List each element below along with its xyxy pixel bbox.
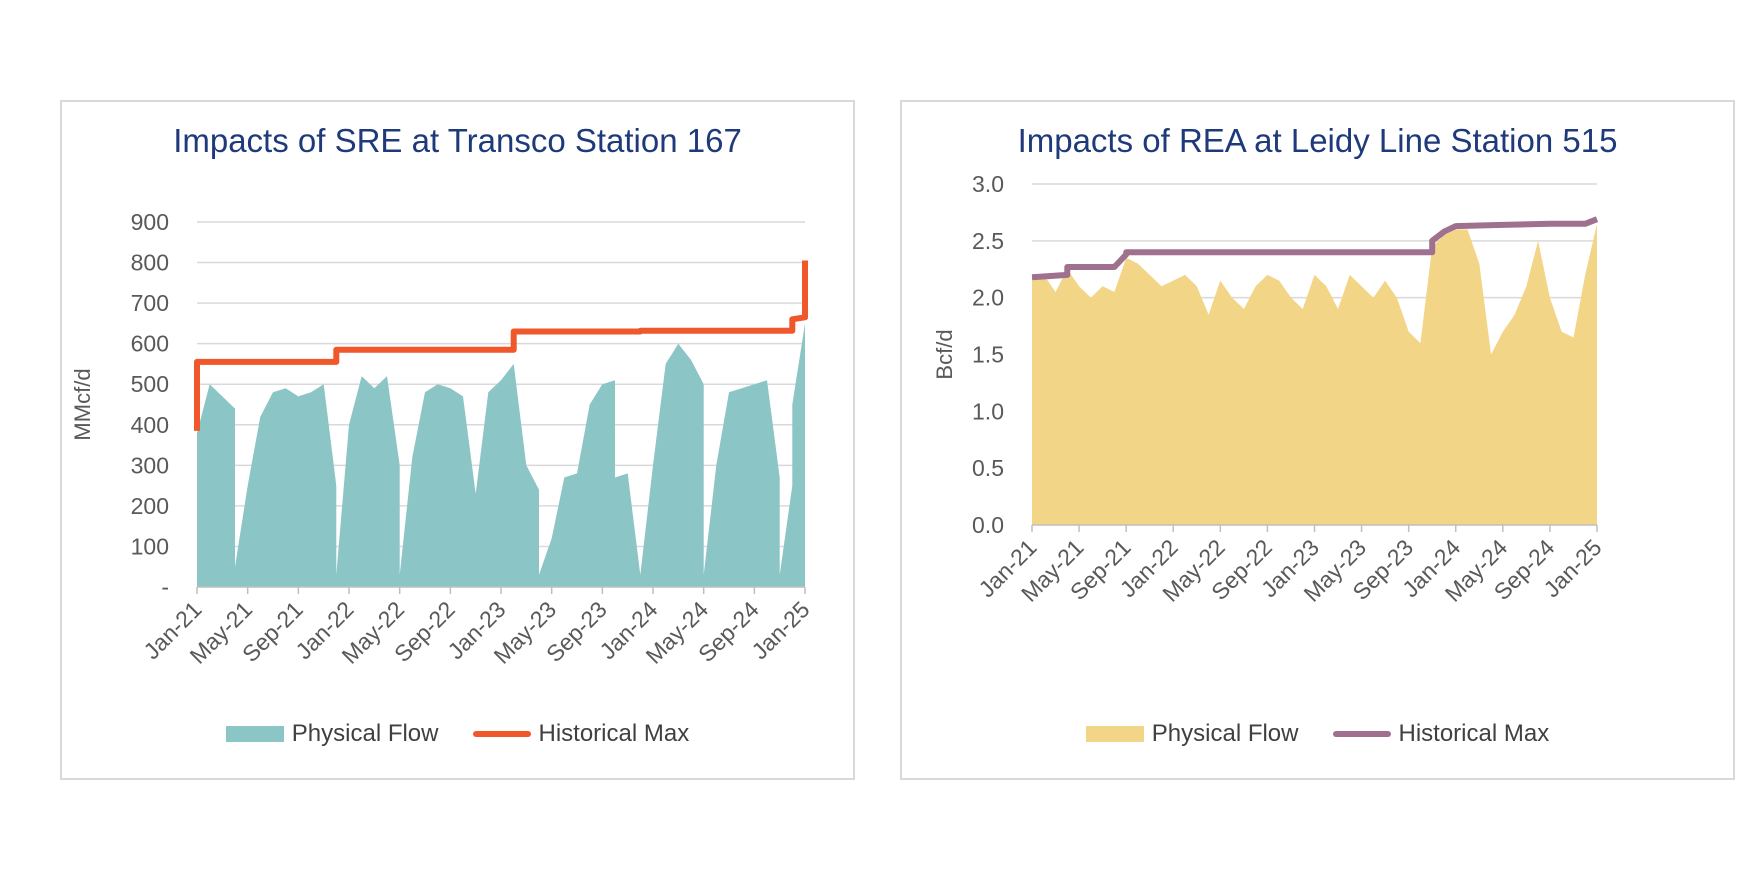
chart-legend: Physical Flow Historical Max: [902, 720, 1733, 748]
legend-item-physical-flow: Physical Flow: [1085, 720, 1299, 748]
legend-label: Historical Max: [538, 720, 690, 747]
y-tick-label: 900: [131, 209, 169, 235]
y-tick-label: 0.5: [972, 455, 1004, 481]
y-tick-label: 700: [131, 290, 169, 316]
legend-swatch-historical-max: [472, 731, 531, 737]
y-tick-label: 0.0: [972, 512, 1004, 538]
y-tick-label: 3.0: [972, 171, 1004, 197]
y-tick-label: 800: [131, 250, 169, 276]
chart-plot: -100200300400500600700800900Jan-21May-21…: [70, 209, 815, 669]
legend-label: Physical Flow: [291, 720, 439, 747]
legend-label: Historical Max: [1398, 720, 1550, 747]
chart-plot: 0.00.51.01.52.02.53.0Jan-21May-21Sep-21J…: [932, 171, 1607, 607]
series-area-physical-flow: [1032, 223, 1597, 526]
chart-title: Impacts of SRE at Transco Station 167: [173, 122, 742, 159]
y-tick-label: 300: [131, 452, 169, 478]
legend-item-historical-max: Historical Max: [472, 720, 690, 748]
y-tick-label: 600: [131, 331, 169, 357]
y-axis-label: MMcf/d: [70, 368, 95, 440]
chart-legend: Physical Flow Historical Max: [62, 720, 853, 748]
y-tick-label: 1.5: [972, 342, 1004, 368]
x-tick-label: Jan-25: [746, 596, 814, 664]
legend-swatch-physical-flow: [1085, 726, 1144, 742]
y-tick-label: 100: [131, 533, 169, 559]
chart-title: Impacts of REA at Leidy Line Station 515: [1017, 122, 1618, 159]
series-line-historical-max: [1031, 216, 1599, 281]
y-tick-label: -: [161, 574, 169, 600]
chart-panel-right: Impacts of REA at Leidy Line Station 515…: [900, 100, 1735, 780]
legend-label: Physical Flow: [1151, 720, 1299, 747]
legend-swatch-physical-flow: [225, 726, 284, 742]
y-axis-label: Bcf/d: [932, 329, 957, 379]
series-line-historical-max: [194, 260, 808, 431]
y-tick-label: 2.5: [972, 228, 1004, 254]
legend-swatch-historical-max: [1332, 731, 1391, 737]
legend-item-historical-max: Historical Max: [1332, 720, 1550, 748]
legend-item-physical-flow: Physical Flow: [225, 720, 439, 748]
series-area-physical-flow: [197, 323, 805, 587]
y-tick-label: 1.0: [972, 398, 1004, 424]
y-tick-label: 200: [131, 493, 169, 519]
chart-panel-left: Impacts of SRE at Transco Station 167 - 1…: [60, 100, 855, 780]
y-tick-label: 500: [131, 371, 169, 397]
y-tick-label: 400: [131, 412, 169, 438]
y-tick-label: 2.0: [972, 285, 1004, 311]
